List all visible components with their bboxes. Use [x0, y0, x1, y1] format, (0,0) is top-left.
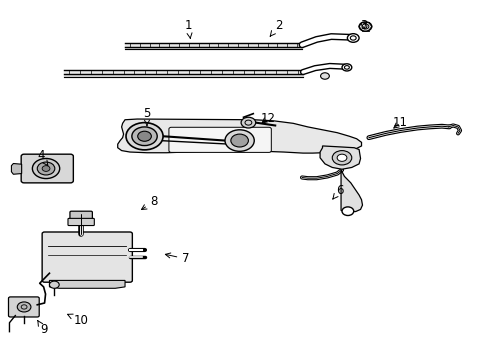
FancyBboxPatch shape — [21, 154, 73, 183]
Text: 6: 6 — [332, 184, 343, 199]
FancyBboxPatch shape — [168, 127, 271, 152]
Circle shape — [230, 134, 248, 147]
Text: 5: 5 — [143, 107, 150, 126]
Polygon shape — [49, 280, 125, 288]
Text: 9: 9 — [38, 320, 47, 336]
Text: 1: 1 — [184, 19, 192, 38]
Circle shape — [336, 154, 346, 161]
Circle shape — [17, 302, 31, 312]
Text: 10: 10 — [67, 314, 88, 327]
Polygon shape — [118, 119, 361, 153]
Circle shape — [331, 150, 351, 165]
Circle shape — [126, 123, 163, 150]
Circle shape — [224, 130, 254, 151]
Text: 12: 12 — [260, 112, 275, 125]
Circle shape — [341, 64, 351, 71]
Polygon shape — [320, 146, 360, 169]
Text: 4: 4 — [37, 149, 48, 166]
Circle shape — [341, 207, 353, 216]
Circle shape — [132, 127, 157, 145]
Circle shape — [358, 22, 371, 31]
FancyBboxPatch shape — [8, 297, 39, 317]
Circle shape — [138, 131, 151, 141]
Circle shape — [241, 117, 255, 128]
Polygon shape — [11, 163, 21, 174]
Circle shape — [361, 24, 368, 29]
Polygon shape — [340, 170, 362, 212]
Text: 7: 7 — [165, 252, 189, 265]
Text: 2: 2 — [270, 19, 282, 36]
Circle shape — [32, 158, 60, 179]
Text: 11: 11 — [392, 116, 407, 129]
FancyBboxPatch shape — [68, 219, 94, 226]
Circle shape — [320, 73, 329, 79]
Circle shape — [42, 166, 50, 171]
FancyBboxPatch shape — [70, 211, 92, 221]
Circle shape — [49, 281, 59, 288]
Circle shape — [37, 162, 55, 175]
Text: 3: 3 — [360, 19, 367, 32]
Circle shape — [346, 34, 358, 42]
FancyBboxPatch shape — [42, 232, 132, 282]
Text: 8: 8 — [141, 195, 158, 210]
